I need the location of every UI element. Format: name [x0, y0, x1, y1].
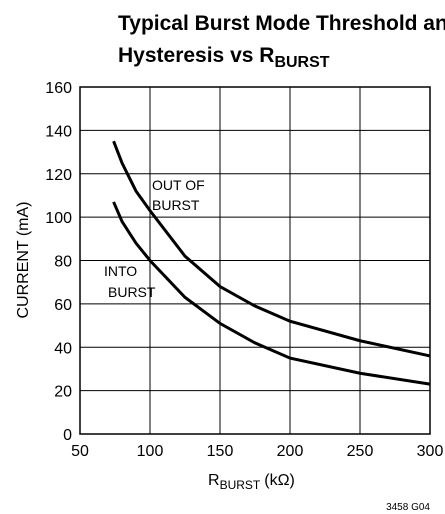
x-label-subscript: BURST	[220, 478, 261, 492]
x-label-unit: (kΩ)	[264, 472, 295, 489]
x-tick-label: 50	[71, 443, 89, 460]
title-text: Hysteresis vs R	[118, 44, 274, 67]
x-tick-label: 300	[417, 443, 444, 460]
annotation: OUT OF	[152, 177, 205, 193]
annotation: BURST	[152, 197, 200, 213]
footnote: 3458 G04	[386, 502, 430, 513]
line	[112, 201, 431, 386]
y-tick-label: 40	[54, 340, 72, 357]
chart-title: Typical Burst Mode Threshold and	[118, 12, 445, 35]
y-tick-label: 100	[45, 210, 72, 227]
x-axis-label: RBURST (kΩ)	[208, 472, 295, 492]
y-tick-label: 160	[45, 80, 72, 97]
line	[112, 140, 431, 358]
y-tick-label: 80	[54, 254, 72, 271]
y-tick-label: 0	[63, 427, 72, 444]
title-subscript: BURST	[274, 54, 329, 71]
x-tick-label: 150	[207, 443, 234, 460]
x-tick-label: 250	[347, 443, 374, 460]
y-tick-label: 140	[45, 123, 72, 140]
x-tick-label: 200	[277, 443, 304, 460]
annotation: BURST	[108, 284, 156, 300]
chart-title: Hysteresis vs RBURST	[118, 44, 330, 71]
plot-frame	[79, 86, 431, 435]
y-tick-label: 120	[45, 167, 72, 184]
y-tick-label: 20	[54, 384, 72, 401]
y-axis-label: CURRENT (mA)	[15, 201, 32, 318]
y-tick-label: 60	[54, 297, 72, 314]
annotation: INTO	[104, 263, 137, 279]
x-label-text: R	[208, 472, 220, 489]
x-tick-label: 100	[137, 443, 164, 460]
